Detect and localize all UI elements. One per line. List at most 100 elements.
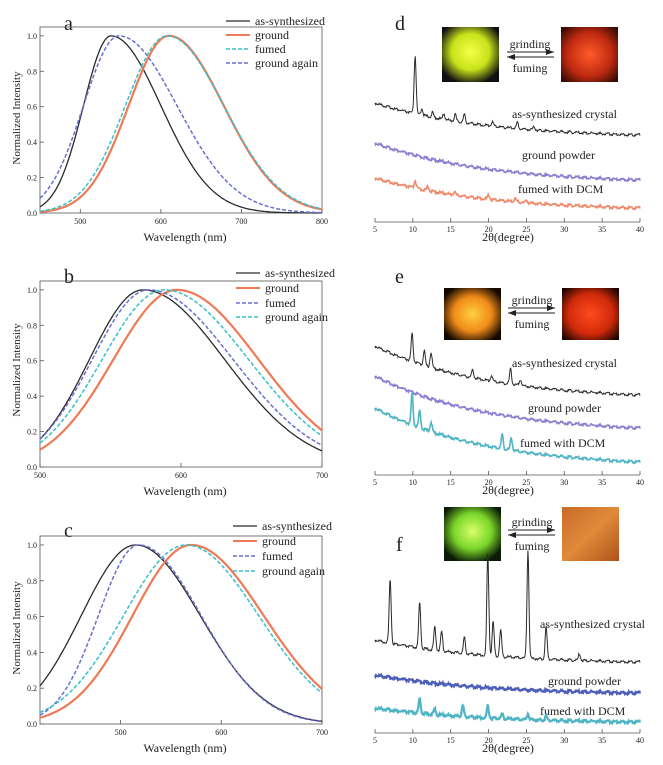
trace-label: ground powder bbox=[522, 148, 595, 162]
panel-label-a: a bbox=[64, 13, 73, 35]
y-axis-label: Normalized Intensity bbox=[11, 71, 23, 165]
trace-label: as-synthesized crystal bbox=[512, 356, 618, 370]
series-line bbox=[39, 289, 323, 452]
legend: as-synthesized ground fumed ground again bbox=[226, 14, 325, 70]
series-line bbox=[39, 544, 323, 723]
xrd-trace bbox=[374, 56, 641, 137]
series-line bbox=[39, 35, 322, 214]
x-tick-label: 5 bbox=[373, 225, 377, 234]
x-tick-label: 800 bbox=[316, 217, 328, 226]
legend-item: fumed bbox=[255, 42, 286, 56]
y-tick-label: 1.0 bbox=[27, 32, 37, 41]
xrd-trace bbox=[374, 392, 641, 465]
x-tick-label: 30 bbox=[560, 736, 568, 745]
legend-item: fumed bbox=[265, 296, 296, 310]
x-tick-label: 35 bbox=[598, 736, 606, 745]
x-axis-label: Wavelength (nm) bbox=[143, 484, 226, 498]
x-tick-label: 700 bbox=[316, 728, 328, 737]
photo-ground bbox=[562, 288, 619, 340]
x-tick-label: 500 bbox=[34, 471, 46, 480]
trace-label: as-synthesized crystal bbox=[540, 617, 646, 631]
xrd-trace bbox=[374, 374, 641, 431]
x-tick-label: 15 bbox=[447, 225, 455, 234]
arrow-head-icon bbox=[546, 49, 554, 55]
series-line bbox=[39, 544, 323, 714]
legend-item: ground bbox=[265, 281, 299, 295]
x-tick-label: 500 bbox=[115, 728, 127, 737]
photo-ground bbox=[562, 507, 619, 561]
y-tick-label: 0.4 bbox=[27, 392, 37, 401]
photo-as-synthesized bbox=[444, 507, 501, 561]
x-tick-label: 600 bbox=[175, 471, 187, 480]
y-tick-label: 1.0 bbox=[27, 541, 37, 550]
arrow-head-icon bbox=[508, 532, 516, 538]
x-tick-label: 15 bbox=[447, 736, 455, 745]
y-tick-label: 0.2 bbox=[27, 174, 37, 183]
y-tick-label: 0.8 bbox=[27, 321, 37, 330]
trace-label: ground powder bbox=[528, 401, 601, 415]
x-tick-label: 35 bbox=[598, 478, 606, 487]
x-tick-label: 30 bbox=[560, 478, 568, 487]
y-tick-label: 0.6 bbox=[27, 357, 37, 366]
photo-as-synthesized bbox=[444, 288, 501, 340]
panel-b: b Normalized Intensity Wavelength (nm) a… bbox=[11, 266, 335, 498]
x-tick-label: 30 bbox=[560, 225, 568, 234]
series-line bbox=[39, 35, 322, 214]
x-tick-label: 700 bbox=[316, 471, 328, 480]
legend-item: ground again bbox=[255, 56, 318, 70]
y-tick-label: 0.4 bbox=[27, 138, 37, 147]
x-tick-label: 25 bbox=[522, 225, 530, 234]
x-tick-label: 10 bbox=[409, 225, 417, 234]
legend-item: as-synthesized bbox=[255, 14, 325, 28]
x-tick-label: 600 bbox=[155, 217, 167, 226]
x-tick-label: 10 bbox=[409, 736, 417, 745]
photo-as-synthesized bbox=[442, 27, 499, 82]
grinding-label: grinding bbox=[510, 37, 551, 51]
y-tick-label: 0.8 bbox=[27, 67, 37, 76]
fuming-label: fuming bbox=[515, 539, 550, 553]
legend-item: ground again bbox=[265, 310, 328, 324]
fuming-label: fuming bbox=[515, 317, 550, 331]
series-line bbox=[39, 35, 323, 212]
panel-f: f grinding fuming as-synthesized crystal… bbox=[396, 507, 646, 755]
y-tick-label: 1.0 bbox=[27, 286, 37, 295]
fuming-label: fuming bbox=[513, 61, 548, 75]
x-tick-label: 600 bbox=[215, 728, 227, 737]
legend-item: ground again bbox=[262, 564, 325, 578]
y-tick-label: 0.0 bbox=[27, 463, 37, 472]
x-tick-label: 25 bbox=[522, 478, 530, 487]
grinding-label: grinding bbox=[512, 293, 553, 307]
xrd-trace bbox=[374, 141, 641, 183]
trace-label: fumed with DCM bbox=[520, 436, 606, 450]
series-line bbox=[39, 288, 323, 451]
y-tick-label: 0.2 bbox=[27, 684, 37, 693]
panel-c: c Normalized Intensity Wavelength (nm) a… bbox=[11, 519, 332, 755]
panel-a: a Normalized Intensity Wavelength (nm) a… bbox=[11, 13, 325, 244]
x-tick-label: 25 bbox=[522, 736, 530, 745]
panel-label-b: b bbox=[64, 266, 74, 288]
plot-frame bbox=[39, 535, 323, 725]
x-tick-label: 15 bbox=[447, 478, 455, 487]
legend-item: ground bbox=[255, 28, 289, 42]
y-tick-label: 0.0 bbox=[27, 720, 37, 729]
arrow-head-icon bbox=[508, 310, 516, 316]
y-axis-label: Normalized Intensity bbox=[11, 323, 23, 417]
y-tick-label: 0.0 bbox=[27, 209, 37, 218]
y-tick-label: 0.6 bbox=[27, 613, 37, 622]
plot-layer: 500 600 700 800 0.0 0.2 0.4 0.6 0.8 1.0 500 600 700 0… bbox=[27, 26, 644, 745]
legend: as-synthesized ground fumed ground again bbox=[236, 266, 335, 324]
plot-frame bbox=[39, 26, 323, 214]
x-tick-label: 40 bbox=[636, 478, 644, 487]
y-axis-label: Normalized Intensity bbox=[11, 581, 23, 675]
arrow-head-icon bbox=[547, 305, 555, 311]
x-tick-label: 700 bbox=[235, 217, 247, 226]
trace-label: as-synthesized crystal bbox=[512, 107, 618, 121]
panel-e: e grinding fuming as-synthesized crystal… bbox=[395, 266, 619, 497]
trace-label: fumed with DCM bbox=[540, 704, 626, 718]
photo-ground bbox=[561, 27, 618, 82]
x-tick-label: 35 bbox=[598, 225, 606, 234]
x-tick-label: 5 bbox=[373, 736, 377, 745]
xrd-trace bbox=[374, 176, 641, 211]
y-tick-label: 0.4 bbox=[27, 648, 37, 657]
